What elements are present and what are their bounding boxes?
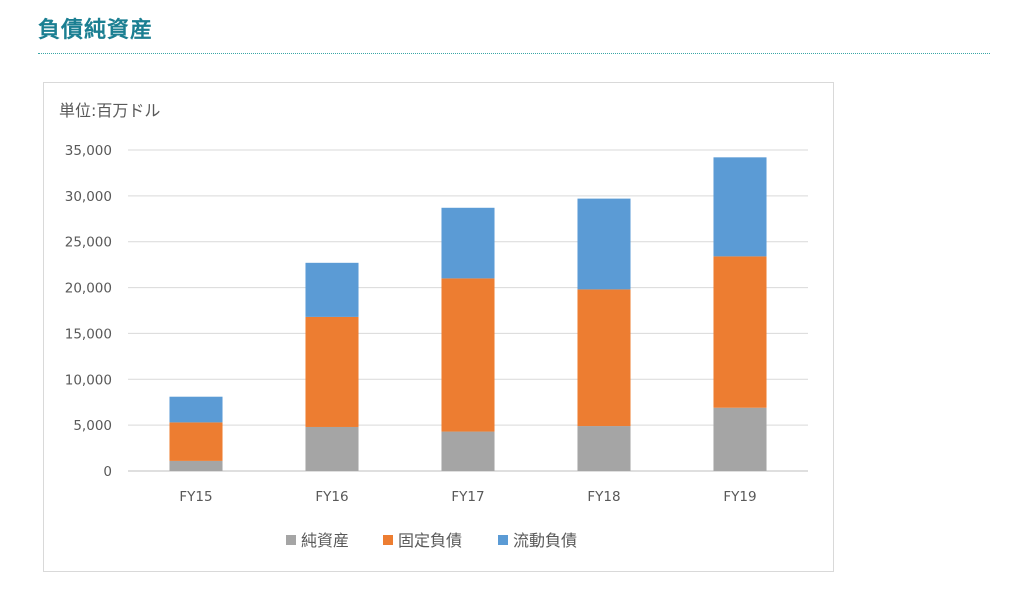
bar-segment: [713, 407, 767, 471]
y-tick-label: 25,000: [65, 235, 112, 251]
legend-label: 流動負債: [513, 531, 577, 550]
bar-segment: [713, 157, 767, 257]
bar-segment: [305, 316, 359, 427]
legend-label: 固定負債: [398, 531, 462, 550]
x-tick-label: FY19: [723, 489, 756, 505]
bar-segment: [577, 426, 631, 471]
y-tick-label: 0: [103, 464, 112, 480]
bar-segment: [441, 278, 495, 432]
y-tick-label: 10,000: [65, 372, 112, 388]
legend-swatch: [498, 535, 508, 545]
bar-segment: [169, 422, 223, 461]
bar-segment: [713, 256, 767, 408]
x-tick-label: FY15: [179, 489, 212, 505]
y-tick-label: 30,000: [65, 189, 112, 205]
x-tick-label: FY18: [587, 489, 620, 505]
bar-segment: [169, 460, 223, 471]
bar-segment: [577, 198, 631, 290]
chart-container: [43, 82, 834, 572]
bar-segment: [305, 262, 359, 317]
unit-label: 単位:百万ドル: [59, 101, 160, 120]
legend-swatch: [383, 535, 393, 545]
section-heading: 負債純資産: [38, 18, 154, 43]
x-tick-label: FY17: [451, 489, 484, 505]
x-tick-label: FY16: [315, 489, 348, 505]
y-tick-label: 5,000: [73, 418, 112, 434]
y-tick-label: 20,000: [65, 281, 112, 297]
bar-segment: [441, 207, 495, 279]
bar-segment: [305, 426, 359, 471]
bar-segment: [169, 396, 223, 423]
y-tick-label: 15,000: [65, 326, 112, 342]
y-tick-label: 35,000: [65, 143, 112, 159]
bar-segment: [577, 289, 631, 427]
legend-swatch: [286, 535, 296, 545]
heading-divider: [38, 53, 990, 54]
bar-segment: [441, 431, 495, 471]
legend-label: 純資産: [301, 531, 349, 550]
